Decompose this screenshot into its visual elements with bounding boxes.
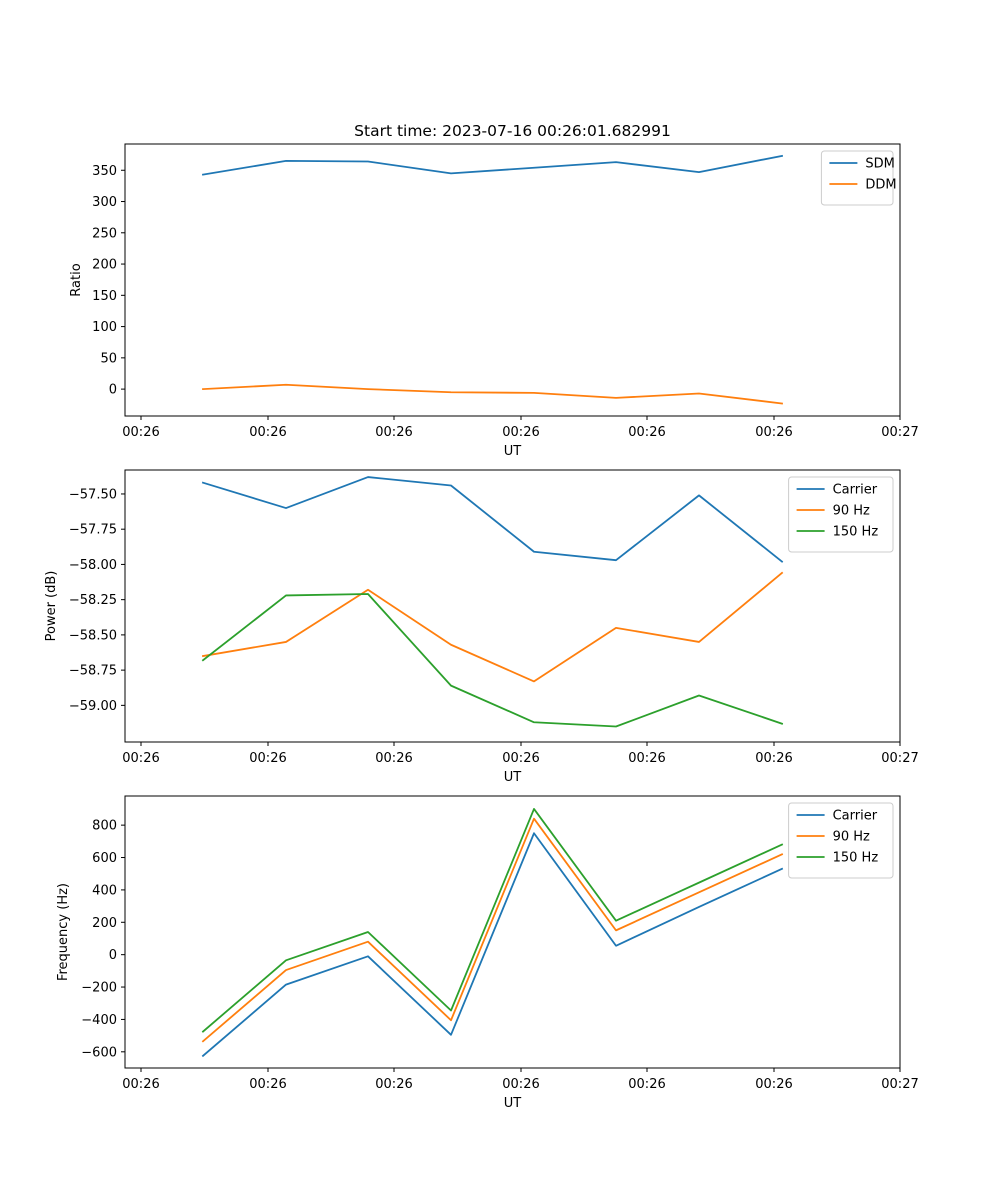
power-legend (788, 476, 894, 553)
power-y-tick-label: −58.00 (69, 558, 117, 573)
ratio-y-tick-label: 100 (92, 320, 117, 335)
ratio-x-tick-label: 00:26 (755, 425, 792, 440)
frequency-x-tick-label: 00:26 (628, 1077, 665, 1092)
power-x-tick-label: 00:26 (502, 751, 539, 766)
power-x-tick-label: 00:26 (375, 751, 412, 766)
power-legend-label: Carrier (833, 483, 878, 498)
frequency-x-tick-label: 00:26 (375, 1077, 412, 1092)
power-y-tick-label: −57.50 (69, 487, 117, 502)
ratio-legend (820, 150, 894, 206)
ratio-x-tick-label: 00:27 (881, 425, 918, 440)
power-y-tick-label: −57.75 (69, 523, 117, 538)
frequency-series-line-150-hz (201, 808, 784, 1033)
power-legend-label: 90 Hz (833, 504, 870, 519)
frequency-legend-label: Carrier (833, 809, 878, 824)
frequency-panel: 00:26 00:26 00:26 00:26 00:26 00:26 00:27 −600 −… (56, 795, 919, 1111)
ratio-y-tick-label: 0 (109, 383, 117, 398)
frequency-x-axis-label: UT (504, 1096, 522, 1111)
frequency-y-tick-label: 400 (92, 883, 117, 898)
power-x-tick-label: 00:27 (881, 751, 918, 766)
ratio-x-tick-label: 00:26 (122, 425, 159, 440)
frequency-legend-label: 90 Hz (833, 830, 870, 845)
frequency-axes-frame (124, 795, 901, 1069)
ratio-axes-frame (124, 143, 901, 417)
ratio-x-tick-label: 00:26 (375, 425, 412, 440)
ratio-y-tick-label: 50 (100, 351, 117, 366)
power-x-tick-label: 00:26 (249, 751, 286, 766)
frequency-series-line-carrier (201, 832, 784, 1058)
ratio-legend-label: SDM (865, 157, 894, 172)
ratio-y-axis-label: Ratio (69, 263, 84, 296)
power-x-tick-label: 00:26 (628, 751, 665, 766)
ratio-x-axis-label: UT (504, 444, 522, 459)
figure-title: Start time: 2023-07-16 00:26:01.682991 (354, 122, 671, 140)
frequency-x-tick-label: 00:27 (881, 1077, 918, 1092)
frequency-legend-label: 150 Hz (833, 851, 879, 866)
ratio-x-tick-label: 00:26 (502, 425, 539, 440)
frequency-y-tick-label: 0 (109, 948, 117, 963)
frequency-x-tick-label: 00:26 (122, 1077, 159, 1092)
power-series-line-90-hz (201, 571, 784, 683)
frequency-x-tick-label: 00:26 (249, 1077, 286, 1092)
power-y-axis-label: Power (dB) (44, 571, 59, 642)
power-axes-frame (124, 469, 901, 743)
power-y-tick-label: −59.00 (69, 699, 117, 714)
power-x-axis-label: UT (504, 770, 522, 785)
ratio-series-line-ddm (202, 383, 784, 405)
power-series-line-carrier (201, 476, 784, 563)
frequency-x-tick-label: 00:26 (502, 1077, 539, 1092)
frequency-legend (788, 802, 894, 879)
frequency-x-tick-label: 00:26 (755, 1077, 792, 1092)
frequency-series-line-90-hz (201, 817, 784, 1043)
frequency-y-tick-label: −600 (81, 1045, 117, 1060)
power-panel: 00:26 00:26 00:26 00:26 00:26 00:26 00:27 −59.0… (44, 469, 919, 785)
ratio-panel: 00:26 00:26 00:26 00:26 00:26 00:26 00:27 0 50 10… (69, 143, 919, 459)
ratio-y-tick-label: 250 (92, 226, 117, 241)
frequency-y-tick-label: 800 (92, 819, 117, 834)
frequency-y-tick-label: 200 (92, 916, 117, 931)
frequency-y-tick-label: 600 (92, 851, 117, 866)
ratio-y-tick-label: 300 (92, 195, 117, 210)
ratio-x-tick-label: 00:26 (628, 425, 665, 440)
ratio-y-tick-label: 200 (92, 258, 117, 273)
frequency-y-axis-label: Frequency (Hz) (56, 883, 71, 981)
ratio-legend-label: DDM (865, 178, 896, 193)
power-series-line-150-hz (201, 593, 784, 728)
power-legend-label: 150 Hz (833, 525, 879, 540)
power-x-tick-label: 00:26 (122, 751, 159, 766)
ratio-y-tick-label: 350 (92, 164, 117, 179)
ratio-series-line-sdm (201, 154, 784, 176)
frequency-y-tick-label: −400 (81, 1013, 117, 1028)
ratio-x-tick-label: 00:26 (249, 425, 286, 440)
ratio-y-tick-label: 150 (92, 289, 117, 304)
power-y-tick-label: −58.75 (69, 664, 117, 679)
frequency-y-tick-label: −200 (81, 981, 117, 996)
power-y-tick-label: −58.50 (69, 628, 117, 643)
power-y-tick-label: −58.25 (69, 593, 117, 608)
power-x-tick-label: 00:26 (755, 751, 792, 766)
